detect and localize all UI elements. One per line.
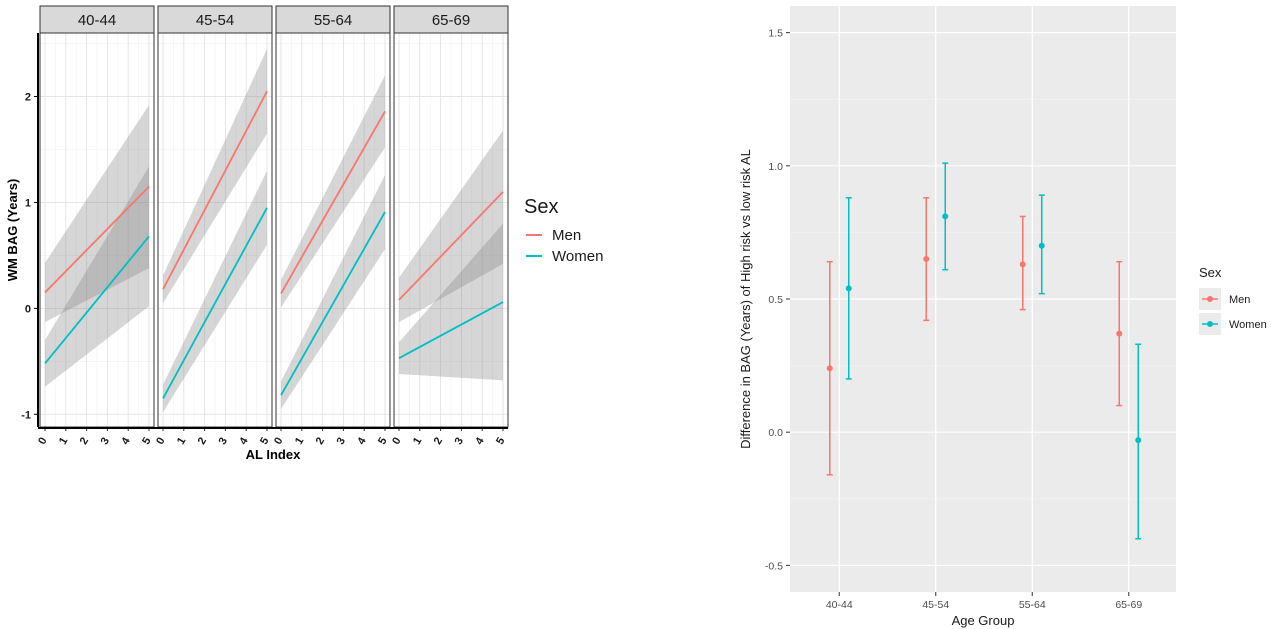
x-tick-label: 3 [453, 436, 466, 447]
x-tick-label: 1 [57, 436, 70, 447]
y-axis-title: WM BAG (Years) [5, 179, 20, 282]
x-tick-label: 5 [140, 436, 153, 447]
x-tick-label: 2 [432, 436, 445, 447]
data-point [1019, 261, 1026, 268]
fit-line-men [398, 191, 504, 301]
right-errorbar-chart: -0.5 0.0 0.5 1.0 1.5 40-44 45-54 55-64 65-69 Age … [738, 6, 1267, 628]
data-point [1038, 242, 1045, 249]
x-tick-label: 2 [314, 436, 327, 447]
x-tick-label: 1 [293, 436, 306, 447]
fit-line-women [398, 301, 504, 359]
facet-strip [275, 5, 391, 34]
legend: Sex Men Women [524, 196, 603, 265]
fit-line-men [162, 90, 268, 290]
legend-key-point-men [1207, 296, 1213, 302]
y-tick-label: -1 [21, 409, 31, 421]
facet-strip-label: 40-44 [78, 12, 116, 29]
data-point [1135, 437, 1142, 444]
fit-line-men [44, 185, 150, 294]
x-tick-label: 1 [175, 436, 188, 447]
facet-strip [393, 5, 509, 34]
y-tick-label: 2 [25, 92, 31, 104]
x-tick-label: 40-44 [826, 599, 853, 611]
y-tick-label: 1.5 [768, 28, 783, 40]
legend-title: Sex [524, 196, 558, 218]
data-point [942, 213, 949, 220]
y-tick-label: 1 [25, 197, 31, 209]
x-tick-label: 0 [272, 436, 285, 447]
x-tick-label: 4 [119, 435, 133, 447]
left-faceted-chart: 40-440 1 2 3 4 545-540 1 2 3 4 555-640 1 2 3 4 565-690 1… [5, 5, 603, 462]
data-point [923, 256, 930, 263]
x-tick-label: 5 [376, 436, 389, 447]
data-point [1116, 330, 1123, 337]
data-point [826, 365, 833, 372]
y-tick-label: 0.5 [768, 294, 783, 306]
fit-line-women [44, 235, 150, 365]
errorbar-men-45-54 [923, 197, 930, 322]
x-tick-label: 4 [355, 435, 369, 447]
x-tick-label: 4 [237, 435, 251, 447]
errorbar-men-40-44 [826, 260, 833, 476]
legend-key-point-women [1207, 321, 1213, 327]
x-tick-label: 5 [494, 436, 507, 447]
facet-strip [157, 5, 273, 34]
x-tick-label: 0 [154, 436, 167, 447]
facet-panel-55-64: 55-64 0 1 2 3 4 5 [272, 5, 391, 447]
facet-panel-45-54: 45-54 0 1 2 3 4 5 [154, 5, 273, 447]
errorbar-women-65-69 [1135, 343, 1142, 540]
x-tick-label: 4 [473, 435, 487, 447]
facet-panel-40-44: 40-44 0 1 2 3 4 5 [36, 5, 155, 447]
x-axis-title: AL Index [246, 447, 301, 462]
legend-title: Sex [1199, 265, 1222, 280]
x-axis-title: Age Group [952, 613, 1015, 628]
legend: Sex Men Women [1199, 265, 1267, 335]
x-tick-label: 3 [217, 436, 230, 447]
x-tick-label: 3 [99, 436, 112, 447]
data-point [845, 285, 852, 292]
y-axis-title: Difference in BAG (Years) of High risk v… [738, 149, 753, 449]
ci-ribbon-women [399, 223, 503, 381]
legend-label-men: Men [552, 227, 581, 244]
errorbar-women-55-64 [1038, 194, 1045, 295]
facet-strip-label: 65-69 [432, 12, 470, 29]
errorbar-women-45-54 [942, 162, 949, 271]
x-tick-label: 65-69 [1115, 599, 1142, 611]
fit-line-women [280, 211, 386, 396]
x-tick-label: 1 [411, 436, 424, 447]
y-tick-label: -0.5 [765, 560, 783, 572]
facet-panel-65-69: 65-69 0 1 2 3 4 5 [390, 5, 509, 447]
x-tick-label: 0 [36, 436, 49, 447]
facet-strip-label: 55-64 [314, 12, 352, 29]
legend-label-women: Women [1229, 319, 1267, 331]
errorbar-women-40-44 [845, 197, 852, 380]
y-tick-label: 0 [25, 303, 31, 315]
legend-label-men: Men [1229, 294, 1250, 306]
errorbar-men-65-69 [1116, 260, 1123, 407]
facet-strip [39, 5, 155, 34]
x-tick-label: 3 [335, 436, 348, 447]
x-tick-label: 5 [258, 436, 271, 447]
legend-label-women: Women [552, 248, 603, 265]
x-tick-label: 55-64 [1019, 599, 1046, 611]
errorbar-men-55-64 [1019, 215, 1026, 311]
x-tick-label: 45-54 [922, 599, 949, 611]
x-tick-label: 2 [78, 436, 91, 447]
x-tick-label: 2 [196, 436, 209, 447]
y-tick-label: 1.0 [768, 161, 783, 173]
ci-ribbon-men [399, 130, 503, 323]
facet-strip-label: 45-54 [196, 12, 234, 29]
y-tick-label: 0.0 [768, 427, 783, 439]
fit-line-women [162, 207, 268, 399]
fit-line-men [280, 110, 386, 294]
x-tick-label: 0 [390, 436, 403, 447]
